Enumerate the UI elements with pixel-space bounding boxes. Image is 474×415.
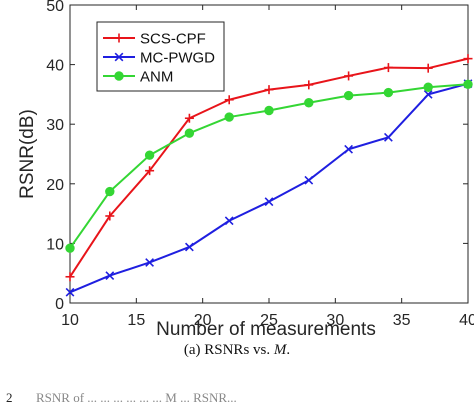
- x-tick-label: 10: [61, 312, 79, 329]
- x-tick-label: 25: [260, 312, 278, 329]
- data-point-mc-pwgd: [105, 271, 115, 280]
- x-axis-label: Number of measurements: [156, 319, 376, 340]
- data-point-anm: [343, 90, 354, 101]
- data-point-anm: [463, 79, 473, 89]
- data-point-mc-pwgd: [145, 258, 154, 267]
- data-point-mc-pwgd: [423, 90, 433, 99]
- data-point-scs-cpf: [383, 63, 393, 73]
- data-point-anm: [184, 128, 195, 138]
- y-tick-label: 10: [46, 236, 64, 253]
- data-point-scs-cpf: [65, 272, 75, 282]
- data-point-scs-cpf: [184, 113, 194, 123]
- data-point-anm: [65, 243, 75, 253]
- x-tick-label: 40: [459, 312, 474, 329]
- data-point-mc-pwgd: [344, 144, 353, 154]
- x-tick-label: 15: [127, 312, 145, 329]
- legend-marker: [114, 52, 124, 62]
- data-point-scs-cpf: [224, 95, 234, 105]
- x-tick-label: 30: [326, 312, 344, 329]
- y-tick-label: 40: [46, 58, 64, 75]
- y-tick-label: 30: [46, 117, 64, 134]
- figure-caption: (a) RSNRs vs. M.: [0, 342, 474, 359]
- series-anm: [65, 79, 473, 253]
- data-point-scs-cpf: [423, 63, 433, 73]
- data-point-mc-pwgd: [384, 132, 393, 142]
- legend-label: ANM: [140, 69, 173, 86]
- data-point-anm: [304, 98, 314, 108]
- caption-variable: M: [273, 342, 287, 358]
- data-point-scs-cpf: [304, 80, 314, 90]
- data-point-anm: [383, 87, 394, 98]
- legend-marker: [114, 33, 124, 43]
- legend-entry-scs-cpf: SCS-CPF: [103, 31, 206, 48]
- caption-prefix: (a) RSNRs vs.: [183, 342, 271, 358]
- data-point-scs-cpf: [145, 166, 155, 176]
- data-point-anm: [224, 112, 234, 122]
- data-point-scs-cpf: [463, 54, 473, 64]
- legend-label: SCS-CPF: [140, 31, 206, 48]
- footer-number: 2: [6, 390, 13, 405]
- legend-entry-mc-pwgd: MC-PWGD: [103, 50, 215, 67]
- y-axis-label: RSNR(dB): [17, 109, 38, 199]
- y-tick-label: 50: [46, 0, 64, 15]
- data-point-scs-cpf: [105, 211, 115, 221]
- series-layer: [65, 54, 473, 297]
- x-tick-label: 20: [194, 312, 212, 329]
- legend-entry-anm: ANM: [103, 69, 173, 86]
- data-point-anm: [264, 105, 274, 116]
- data-point-anm: [144, 150, 155, 160]
- legend: SCS-CPF MC-PWGD ANM: [96, 21, 225, 92]
- legend-marker: [114, 71, 124, 81]
- series-scs-cpf: [65, 54, 473, 282]
- data-point-anm: [423, 82, 433, 92]
- data-point-mc-pwgd: [304, 175, 314, 185]
- x-tick-label: 35: [393, 312, 411, 329]
- data-point-mc-pwgd: [264, 197, 274, 207]
- y-tick-label: 0: [55, 296, 64, 313]
- caption-suffix: .: [286, 342, 291, 358]
- footer-text: RSNR of ... ... ... ... ... ... M ... RS…: [36, 390, 237, 405]
- legend-label: MC-PWGD: [140, 50, 215, 67]
- data-point-anm: [105, 186, 115, 197]
- y-tick-label: 20: [46, 177, 64, 194]
- data-point-scs-cpf: [264, 85, 274, 95]
- data-point-mc-pwgd: [185, 242, 194, 252]
- data-point-scs-cpf: [344, 71, 354, 81]
- data-point-mc-pwgd: [65, 287, 75, 297]
- legend-items: SCS-CPF MC-PWGD ANM: [103, 31, 215, 86]
- data-point-mc-pwgd: [224, 216, 234, 226]
